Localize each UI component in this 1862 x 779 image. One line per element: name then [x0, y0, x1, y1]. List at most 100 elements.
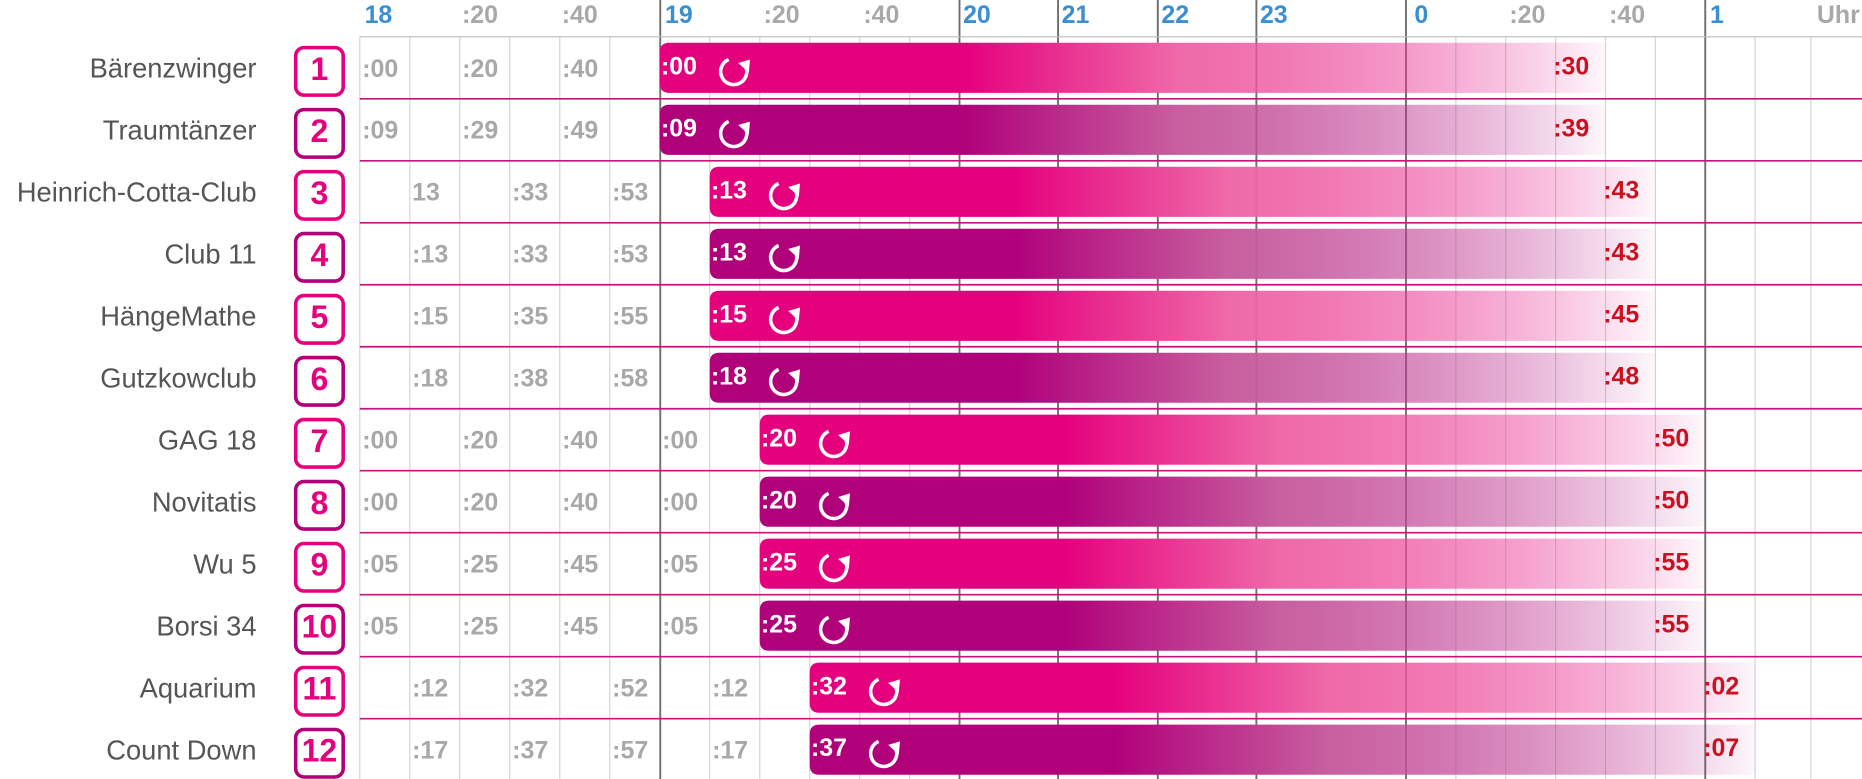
header-tick: Uhr: [1817, 1, 1860, 29]
departure-time: :05: [362, 551, 398, 579]
service-bar: [659, 104, 1606, 155]
repeat-arrow: [838, 617, 851, 631]
service-bar: [759, 600, 1706, 651]
repeat-icon: [768, 305, 799, 335]
departure-time: :38: [512, 365, 548, 393]
repeat-arrow: [738, 121, 751, 135]
start-time: :37: [811, 734, 847, 762]
departure-time: :45: [562, 613, 598, 641]
header-tick: 18: [365, 1, 393, 29]
row-name: GAG 18: [158, 424, 257, 455]
end-time: :45: [1603, 300, 1639, 328]
row-number: 8: [311, 485, 329, 521]
header-tick: 19: [665, 1, 693, 29]
header-tick: 22: [1161, 1, 1189, 29]
repeat-icon: [818, 491, 849, 521]
repeat-arrow: [838, 493, 851, 507]
departure-time: :13: [412, 241, 448, 269]
number-box: [293, 479, 345, 531]
departure-time: :58: [612, 365, 648, 393]
repeat-icon: [768, 367, 799, 397]
departure-time: :53: [612, 179, 648, 207]
start-time: :20: [761, 486, 797, 514]
row-number: 11: [302, 671, 336, 707]
repeat-arrow: [788, 183, 801, 197]
end-time: :50: [1653, 486, 1689, 514]
repeat-arrow: [838, 431, 851, 445]
end-time: :55: [1653, 610, 1689, 638]
row-name: Bärenzwinger: [90, 52, 257, 83]
end-time: :48: [1603, 362, 1639, 390]
repeat-icon: [768, 181, 799, 211]
row-name: Borsi 34: [156, 610, 256, 641]
start-time: :18: [711, 362, 747, 390]
header-tick: :20: [764, 1, 800, 29]
departure-time: :57: [612, 737, 648, 765]
number-box: [293, 293, 345, 345]
start-time: :00: [661, 52, 697, 80]
start-time: :32: [811, 672, 847, 700]
departure-time: :32: [512, 675, 548, 703]
header-tick: :20: [1509, 1, 1545, 29]
row-number: 1: [311, 51, 329, 87]
row-number: 5: [311, 299, 329, 335]
departure-time: :52: [612, 675, 648, 703]
repeat-arrow: [888, 741, 901, 755]
departure-time: :40: [562, 55, 598, 83]
departure-time: :33: [512, 179, 548, 207]
departure-time: :45: [562, 551, 598, 579]
departure-time: :17: [712, 737, 748, 765]
number-box: [293, 45, 345, 97]
service-bar: [759, 414, 1706, 465]
start-time: :25: [761, 548, 797, 576]
number-box: [293, 107, 345, 159]
number-box: [293, 169, 345, 221]
row-number: 7: [311, 423, 329, 459]
row-name: Novitatis: [152, 486, 257, 517]
end-time: :55: [1653, 548, 1689, 576]
row-name: Traumtänzer: [103, 114, 257, 145]
row-number: 10: [302, 609, 338, 645]
start-time: :15: [711, 300, 747, 328]
start-time: :20: [761, 424, 797, 452]
departure-time: :49: [562, 117, 598, 145]
departure-time: :25: [462, 613, 498, 641]
departure-time: :12: [712, 675, 748, 703]
repeat-icon: [868, 739, 899, 769]
end-time: :30: [1553, 52, 1589, 80]
departure-time: :40: [562, 489, 598, 517]
departure-time: :09: [362, 117, 398, 145]
repeat-arrow: [788, 307, 801, 321]
departure-time: :00: [362, 427, 398, 455]
number-box: [293, 603, 345, 655]
departure-time: :00: [662, 489, 698, 517]
departure-time: :37: [512, 737, 548, 765]
end-time: :50: [1653, 424, 1689, 452]
repeat-icon: [818, 615, 849, 645]
departure-time: :33: [512, 241, 548, 269]
service-bar: [809, 662, 1756, 713]
row-name: Club 11: [164, 238, 256, 269]
service-bar: [659, 42, 1606, 93]
departure-time: :12: [412, 675, 448, 703]
row-number: 3: [311, 175, 329, 211]
repeat-arrow: [788, 245, 801, 259]
row-number: 9: [311, 547, 329, 583]
repeat-icon: [868, 677, 899, 707]
end-time: :02: [1703, 672, 1739, 700]
number-box: [293, 541, 345, 593]
repeat-icon: [718, 119, 749, 149]
header-tick: 1: [1710, 1, 1724, 29]
number-box: [293, 355, 345, 407]
service-bar: [709, 228, 1656, 279]
header-tick: :40: [562, 1, 598, 29]
departure-time: :40: [562, 427, 598, 455]
header-tick: :40: [1609, 1, 1645, 29]
departure-time: :20: [462, 489, 498, 517]
repeat-icon: [818, 553, 849, 583]
header-tick: 23: [1260, 1, 1288, 29]
row-name: Wu 5: [193, 548, 256, 579]
repeat-arrow: [738, 59, 751, 73]
departure-time: :25: [462, 551, 498, 579]
